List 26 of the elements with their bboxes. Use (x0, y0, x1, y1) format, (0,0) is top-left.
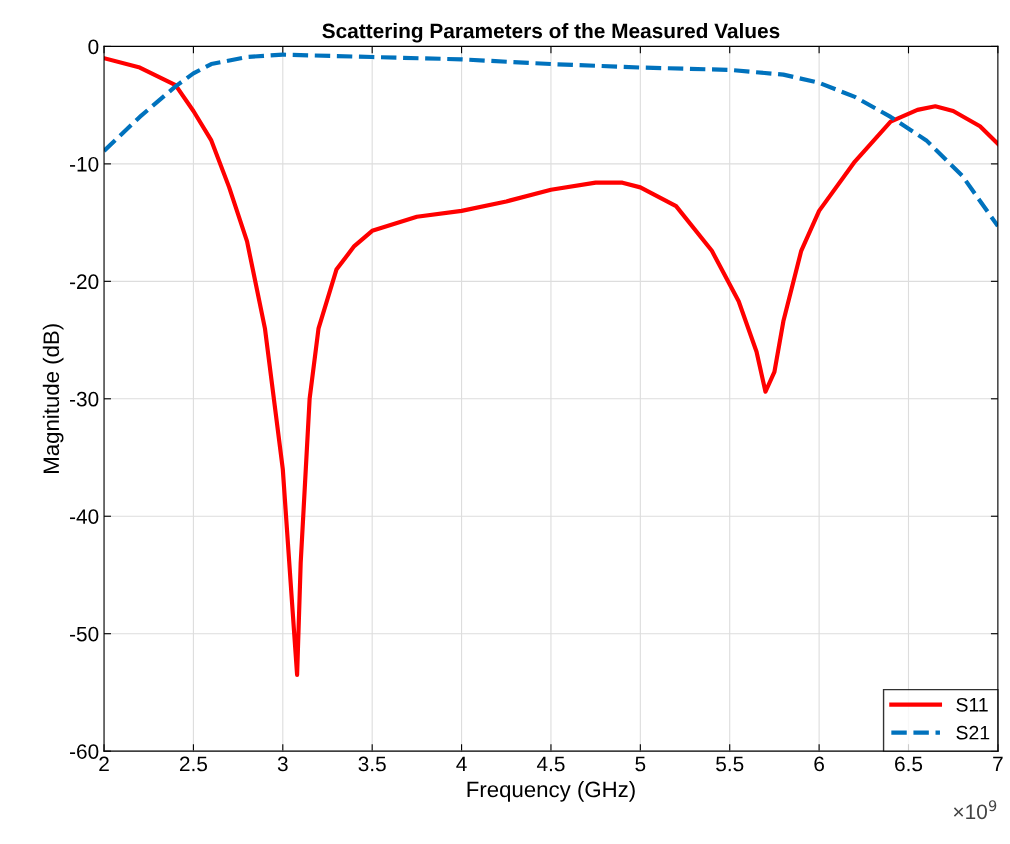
y-tick-label: -50 (69, 626, 99, 642)
x-tick-label: 4.5 (536, 756, 565, 772)
y-tick-label: 0 (88, 39, 99, 55)
y-axis-title: Magnitude (dB) (42, 324, 64, 473)
x-tick-label: 3.5 (358, 756, 386, 772)
x-tick-label: 6.5 (895, 756, 923, 772)
x-tick-label: 5 (635, 756, 646, 772)
y-tick-label: -40 (69, 509, 99, 524)
line-series (104, 56, 998, 677)
legend-label: S21 (956, 725, 990, 740)
x-tick-label: 5.5 (716, 756, 744, 772)
x-tick-label: 2 (99, 756, 109, 772)
y-tick-label: -10 (69, 156, 99, 172)
x-tick-label: 4 (456, 756, 467, 772)
x-tick-label: 7 (993, 756, 1003, 772)
y-tick-label: -30 (69, 391, 99, 407)
legend-label: S11 (956, 697, 988, 712)
x-axis-title: Frequency (GHz) (467, 781, 635, 802)
x-tick-label: 2.5 (179, 756, 208, 772)
x-tick-label: 6 (814, 756, 824, 772)
x-tick-label: 3 (277, 756, 288, 772)
chart-title: Scattering Parameters of the Measured Values (322, 22, 780, 43)
line-series (104, 52, 998, 229)
y-tick-label: -20 (69, 274, 99, 290)
y-tick-label: -60 (69, 744, 99, 759)
text: ×10$^{9}$ (953, 800, 997, 820)
